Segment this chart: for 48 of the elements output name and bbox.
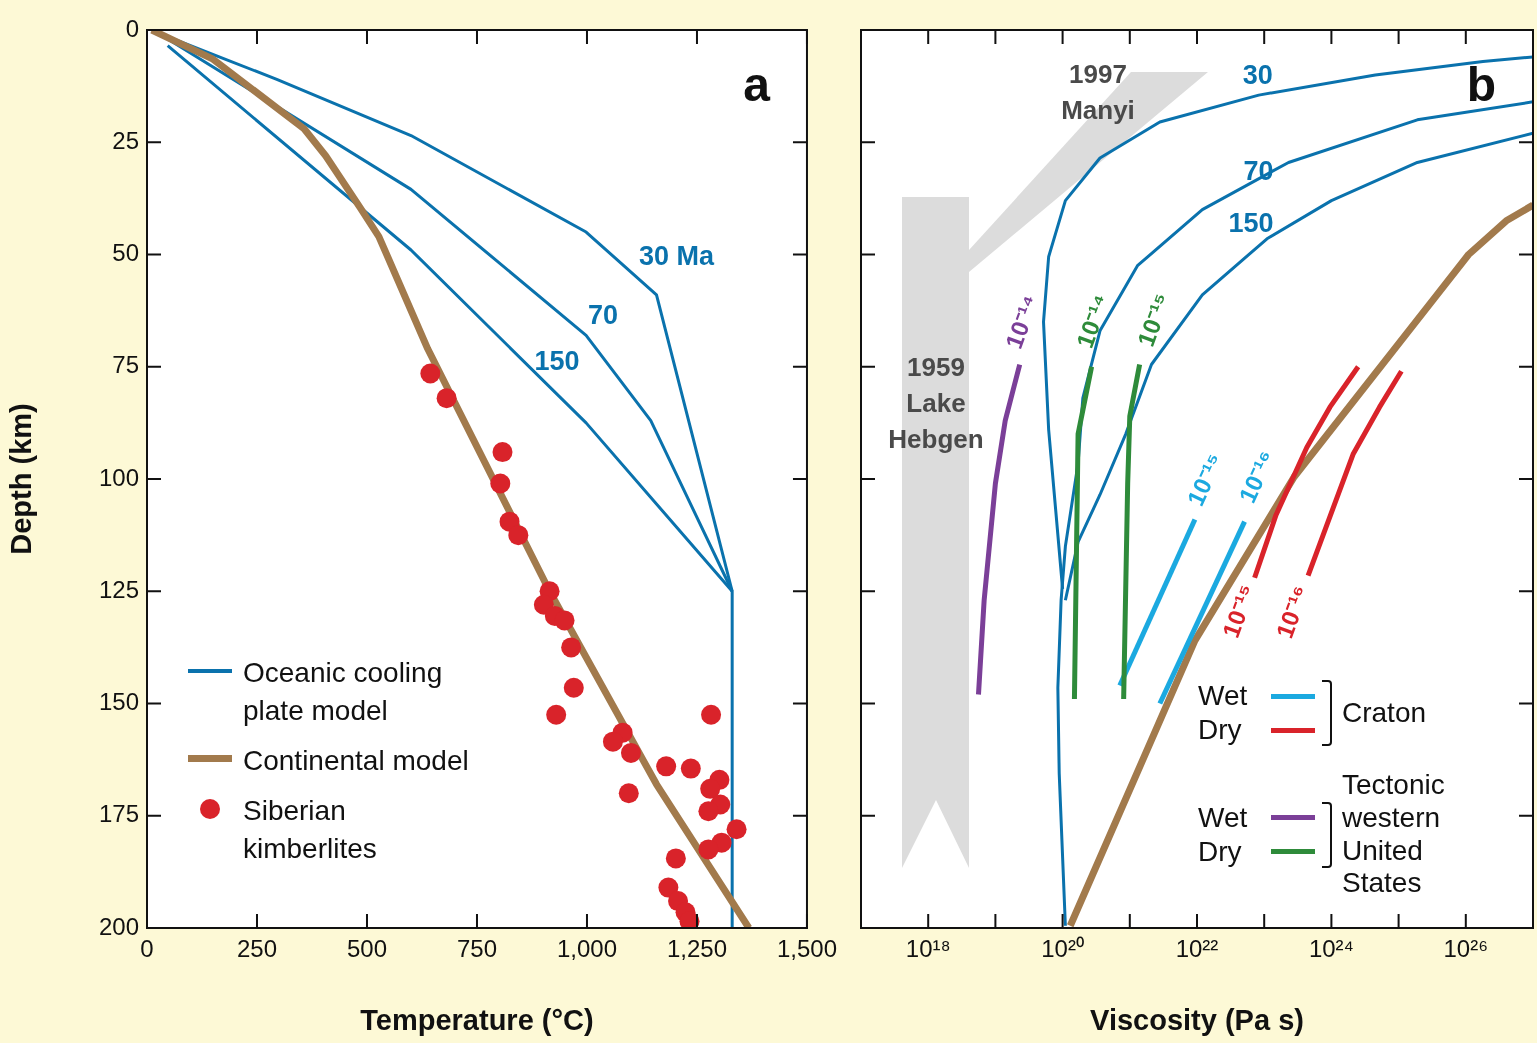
text: a — [743, 58, 771, 112]
x-tick-label: 250 — [236, 935, 278, 963]
annotation: Tectonic western United States — [1342, 769, 1446, 900]
annotation: 10⁻¹⁴ — [1070, 290, 1115, 352]
annotation: 30 — [1242, 59, 1273, 90]
y-axis-title: Depth (km) — [5, 403, 38, 555]
x-tick-label: 10²⁴ — [1308, 935, 1354, 963]
x-tick-label: 10²⁰ — [1041, 935, 1084, 963]
y-tick-label: 125 — [98, 575, 139, 603]
annotation: 10⁻¹⁴ — [999, 291, 1044, 353]
legend-label: Dry — [1198, 714, 1243, 746]
y-tick-label: 175 — [98, 800, 139, 828]
annotation: 150 — [534, 346, 580, 377]
annotation: 10⁻¹⁶ — [1270, 582, 1315, 642]
legend-label: Continental model — [243, 743, 470, 778]
annotation: 10⁻¹⁶ — [1233, 446, 1281, 507]
y-tick-label: 200 — [98, 912, 139, 940]
y-tick-label: 100 — [98, 463, 139, 491]
y-tick-label: 50 — [112, 239, 139, 267]
annotation: 10⁻¹⁵ — [1131, 289, 1176, 350]
x-tick-label: 10¹⁸ — [905, 935, 951, 963]
annotation: 70 — [588, 299, 619, 330]
legend-label: Wet — [1198, 801, 1249, 834]
legend-label: Siberian kimberlites — [243, 793, 378, 866]
annotation: 1959 Lake Hebgen — [887, 351, 985, 456]
x-tick-label: 1,250 — [666, 935, 728, 963]
annotation: 30 Ma — [638, 241, 715, 272]
x-axis-title: Temperature (°C) — [360, 1003, 594, 1036]
annotation: 1997 Manyi — [1060, 58, 1136, 127]
y-tick-label: 150 — [98, 688, 139, 716]
legend-label: Wet — [1198, 680, 1249, 712]
x-tick-label: 500 — [346, 935, 388, 963]
annotation: 150 — [1228, 208, 1274, 239]
legend-label: Oceanic cooling plate model — [243, 655, 444, 728]
x-axis-title: Viscosity (Pa s) — [1090, 1003, 1304, 1036]
x-tick-label: 1,000 — [556, 935, 618, 963]
y-tick-label: 75 — [112, 351, 139, 379]
legend-label: Dry — [1198, 835, 1243, 868]
y-tick-label: 25 — [112, 126, 139, 154]
x-tick-label: 750 — [456, 935, 498, 963]
annotation: 10⁻¹⁵ — [1216, 581, 1261, 642]
x-tick-label: 10²² — [1175, 935, 1219, 963]
annotation: 10⁻¹⁵ — [1181, 449, 1229, 510]
text: b — [1466, 58, 1496, 112]
y-tick-label: 0 — [125, 14, 139, 42]
x-tick-label: 10²⁶ — [1443, 935, 1489, 963]
x-tick-label: 1,500 — [776, 935, 837, 963]
annotation: Craton — [1342, 696, 1428, 730]
